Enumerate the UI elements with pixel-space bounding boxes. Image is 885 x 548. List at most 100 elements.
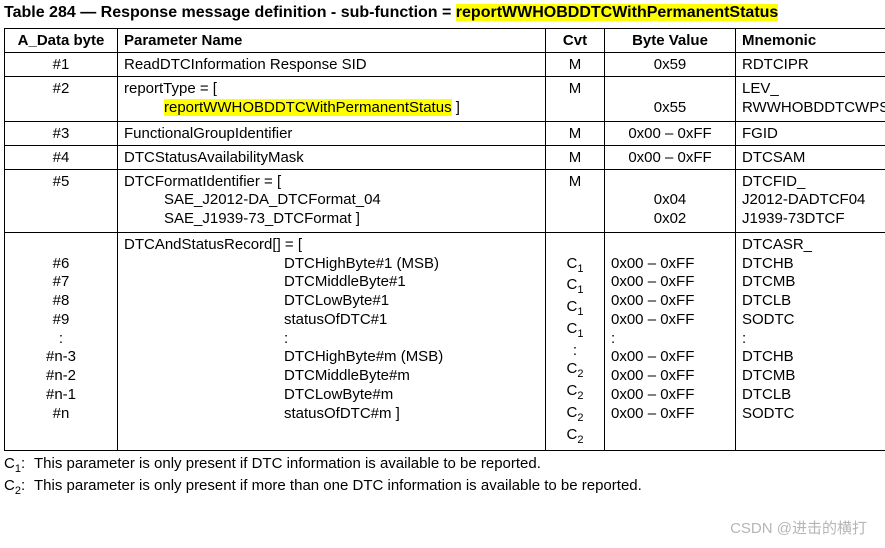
mnem-text: LEV_ xyxy=(742,80,885,99)
param-text: DTCMiddleByte#m xyxy=(124,367,539,386)
table-row: #3 FunctionalGroupIdentifier M 0x00 – 0x… xyxy=(5,121,885,145)
mnem-text: DTCMB xyxy=(742,273,885,292)
cell-param: ReadDTCInformation Response SID xyxy=(118,53,546,77)
cell-cvt: M xyxy=(546,169,605,232)
value-text: 0x02 xyxy=(611,210,729,229)
cvt-sub: 1 xyxy=(577,263,583,275)
cvt-text: C xyxy=(567,320,578,337)
cvt-text: C xyxy=(567,382,578,399)
param-text: DTCAndStatusRecord[] = [ xyxy=(124,236,539,255)
cvt-text: : xyxy=(552,342,598,361)
param-text: ] xyxy=(452,99,460,116)
footnote-c2: C2: This parameter is only present if mo… xyxy=(4,477,881,497)
param-text: SAE_J2012-DA_DTCFormat_04 xyxy=(124,191,539,210)
cell-byte: #4 xyxy=(5,145,118,169)
param-highlight: reportWWHOBDDTCWithPermanentStatus xyxy=(164,99,452,116)
param-text: SAE_J1939-73_DTCFormat ] xyxy=(124,210,539,229)
cell-mnem: RDTCIPR xyxy=(736,53,885,77)
value-text: 0x00 – 0xFF xyxy=(611,292,729,311)
cvt-text: C xyxy=(567,404,578,421)
header-row: A_Data byte Parameter Name Cvt Byte Valu… xyxy=(5,29,885,53)
cvt-text: C xyxy=(567,426,578,443)
byte-text: : xyxy=(11,330,111,349)
byte-text: #9 xyxy=(11,311,111,330)
mnem-text: DTCASR_ xyxy=(742,236,885,255)
byte-text: #n xyxy=(11,405,111,424)
cell-cvt: M xyxy=(546,77,605,122)
cell-mnem: DTCASR_ DTCHB DTCMB DTCLB SODTC : DTCHB … xyxy=(736,232,885,451)
mnem-text: DTCHB xyxy=(742,348,885,367)
param-text: DTCLowByte#m xyxy=(124,386,539,405)
table-caption: Table 284 — Response message definition … xyxy=(4,4,881,22)
cell-byte: #5 xyxy=(5,169,118,232)
mnem-text: SODTC xyxy=(742,405,885,424)
cell-value: 0x59 xyxy=(605,53,736,77)
cvt-text: C xyxy=(567,360,578,377)
cell-param: reportType = [ reportWWHOBDDTCWithPerman… xyxy=(118,77,546,122)
foot-text: This parameter is only present if DTC in… xyxy=(34,455,541,475)
mnem-text: DTCFID_ xyxy=(742,173,885,192)
value-text: 0x00 – 0xFF xyxy=(611,405,729,424)
mnem-text: DTCMB xyxy=(742,367,885,386)
cell-byte: #3 xyxy=(5,121,118,145)
byte-text: #n-3 xyxy=(11,348,111,367)
cell-value: 0x04 0x02 xyxy=(605,169,736,232)
param-text: DTCHighByte#m (MSB) xyxy=(124,348,539,367)
cvt-sub: 1 xyxy=(577,328,583,340)
hdr-value: Byte Value xyxy=(605,29,736,53)
value-text: 0x04 xyxy=(611,191,729,210)
mnem-text: DTCLB xyxy=(742,386,885,405)
cvt-sub: 2 xyxy=(577,368,583,380)
byte-text: #7 xyxy=(11,273,111,292)
watermark: CSDN @进击的横打 xyxy=(730,517,867,538)
hdr-cvt: Cvt xyxy=(546,29,605,53)
param-text: statusOfDTC#1 xyxy=(124,311,539,330)
cell-value: 0x55 xyxy=(605,77,736,122)
table-row: #2 reportType = [ reportWWHOBDDTCWithPer… xyxy=(5,77,885,122)
cell-value: 0x00 – 0xFF xyxy=(605,121,736,145)
mnem-text: DTCLB xyxy=(742,292,885,311)
cell-cvt: M xyxy=(546,145,605,169)
foot-sub: 1 xyxy=(15,463,21,475)
cvt-text: C xyxy=(567,255,578,272)
value-text: 0x00 – 0xFF xyxy=(611,273,729,292)
mnem-text: RWWHOBDDTCWPS xyxy=(742,99,885,118)
cvt-sub: 1 xyxy=(577,306,583,318)
value-text: 0x00 – 0xFF xyxy=(611,367,729,386)
byte-text: #n-2 xyxy=(11,367,111,386)
footnotes: C1: This parameter is only present if DT… xyxy=(4,455,881,497)
byte-text: #8 xyxy=(11,292,111,311)
cell-param: DTCAndStatusRecord[] = [ DTCHighByte#1 (… xyxy=(118,232,546,451)
footnote-c1: C1: This parameter is only present if DT… xyxy=(4,455,881,475)
byte-text: #n-1 xyxy=(11,386,111,405)
param-text: reportType = [ xyxy=(124,80,539,99)
value-text: : xyxy=(611,330,729,349)
value-text: 0x00 – 0xFF xyxy=(611,255,729,274)
param-text: DTCLowByte#1 xyxy=(124,292,539,311)
foot-text: This parameter is only present if more t… xyxy=(34,477,642,497)
byte-text: #6 xyxy=(11,255,111,274)
table-row: #4 DTCStatusAvailabilityMask M 0x00 – 0x… xyxy=(5,145,885,169)
mnem-text: J2012-DADTCF04 xyxy=(742,191,885,210)
cell-param: FunctionalGroupIdentifier xyxy=(118,121,546,145)
mnem-text: : xyxy=(742,330,885,349)
param-text: : xyxy=(124,330,539,349)
cell-cvt: C1 C1 C1 C1 : C2 C2 C2 C2 xyxy=(546,232,605,451)
hdr-mnem: Mnemonic xyxy=(736,29,885,53)
caption-prefix: Table 284 — Response message definition … xyxy=(4,4,456,21)
cvt-sub: 2 xyxy=(577,390,583,402)
cell-param: DTCFormatIdentifier = [ SAE_J2012-DA_DTC… xyxy=(118,169,546,232)
cell-mnem: FGID xyxy=(736,121,885,145)
value-text: 0x00 – 0xFF xyxy=(611,311,729,330)
cell-value: 0x00 – 0xFF xyxy=(605,145,736,169)
cell-cvt: M xyxy=(546,53,605,77)
foot-lbl: C xyxy=(4,455,15,472)
definition-table: A_Data byte Parameter Name Cvt Byte Valu… xyxy=(4,28,885,451)
cell-byte: #2 xyxy=(5,77,118,122)
cell-mnem: LEV_ RWWHOBDDTCWPS xyxy=(736,77,885,122)
value-text: 0x00 – 0xFF xyxy=(611,348,729,367)
cvt-text: C xyxy=(567,298,578,315)
param-text: statusOfDTC#m ] xyxy=(124,405,539,424)
cell-byte: #6 #7 #8 #9 : #n-3 #n-2 #n-1 #n xyxy=(5,232,118,451)
foot-lbl: C xyxy=(4,477,15,494)
